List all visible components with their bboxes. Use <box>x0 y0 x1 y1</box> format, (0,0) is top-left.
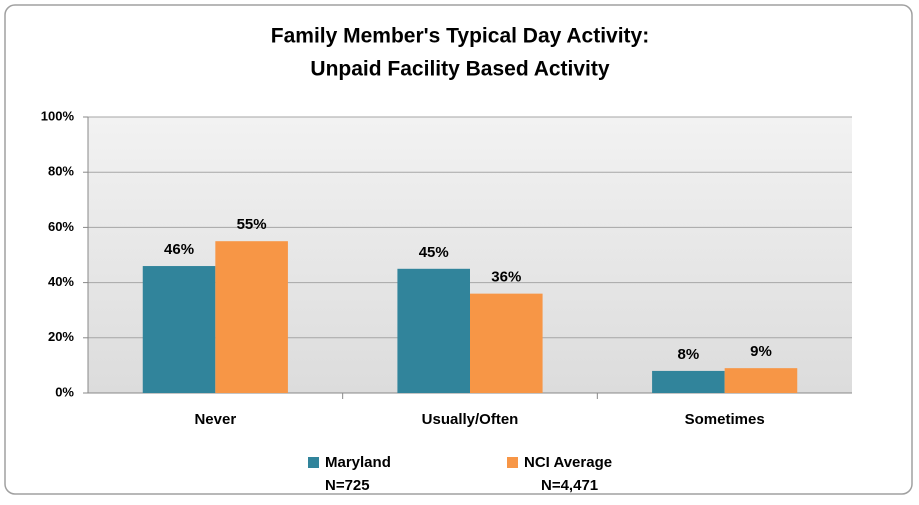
bar <box>724 368 798 393</box>
data-label: 45% <box>419 244 449 261</box>
chart-title: Family Member's Typical Day Activity: <box>271 25 649 48</box>
legend-label: NCI Average <box>524 454 612 471</box>
data-label: 46% <box>164 241 194 258</box>
x-tick-label: Never <box>194 411 236 428</box>
x-tick-label: Usually/Often <box>422 411 519 428</box>
x-tick-label: Sometimes <box>685 411 765 428</box>
bar <box>397 268 470 393</box>
legend-sample: N=725 <box>325 477 370 494</box>
bar <box>470 293 543 393</box>
legend-swatch <box>308 457 319 468</box>
bar <box>215 241 288 393</box>
y-tick-label: 100% <box>41 108 75 123</box>
data-label: 55% <box>237 216 267 233</box>
data-label: 8% <box>678 346 700 363</box>
y-tick-label: 60% <box>48 219 74 234</box>
legend-swatch <box>507 457 518 468</box>
data-label: 9% <box>750 343 772 360</box>
y-tick-label: 40% <box>48 274 74 289</box>
y-tick-label: 0% <box>55 384 74 399</box>
chart-title: Unpaid Facility Based Activity <box>310 58 609 81</box>
y-tick-label: 20% <box>48 329 74 344</box>
legend-sample: N=4,471 <box>541 477 598 494</box>
legend-label: Maryland <box>325 454 391 471</box>
bar <box>652 370 725 393</box>
y-tick-label: 80% <box>48 164 74 179</box>
data-label: 36% <box>491 269 521 286</box>
bar <box>142 266 216 393</box>
